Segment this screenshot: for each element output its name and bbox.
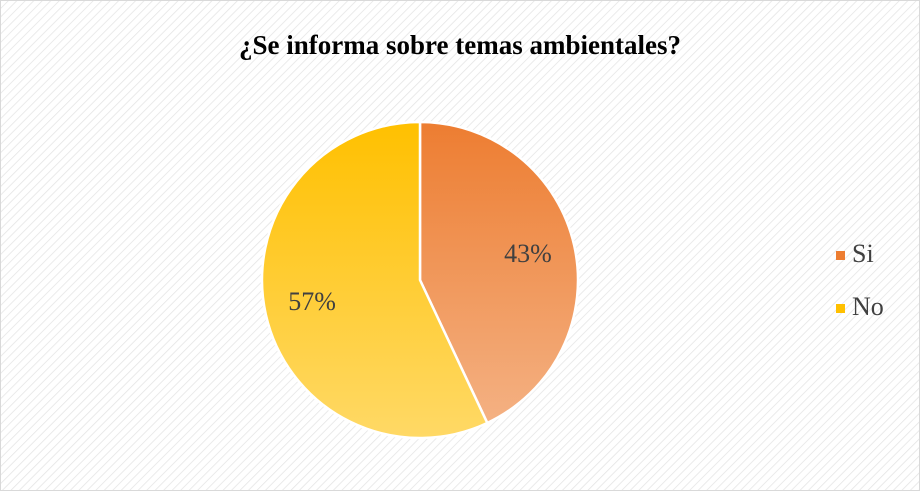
legend-label: No <box>852 292 884 321</box>
legend-swatch <box>836 251 845 260</box>
pie-slice <box>260 120 489 440</box>
legend-label: Si <box>852 239 874 268</box>
pie-slice <box>418 120 580 425</box>
chart-title: ¿Se informa sobre temas ambientales? <box>239 30 681 60</box>
data-label: 57% <box>288 287 336 316</box>
data-label: 43% <box>504 239 552 268</box>
legend-swatch <box>836 304 845 313</box>
